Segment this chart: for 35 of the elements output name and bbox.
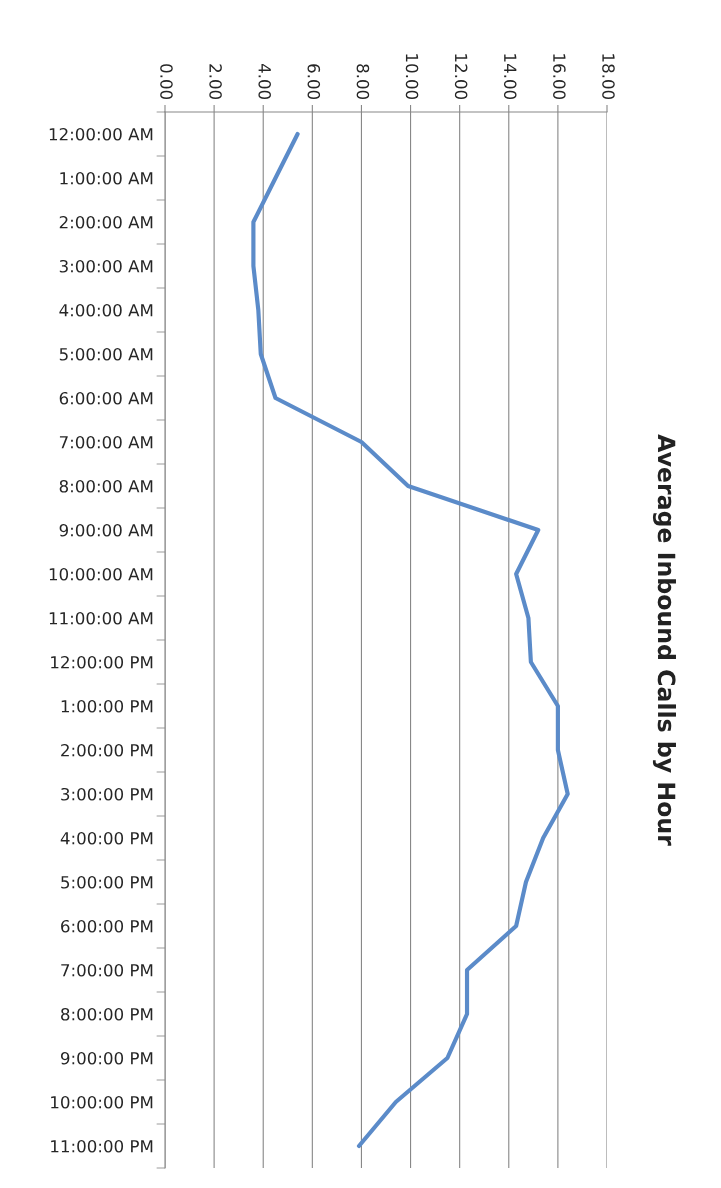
y-tick-label: 10:00:00 AM	[49, 567, 153, 581]
x-tick-label: 10.00	[405, 54, 419, 100]
y-tick-label: 4:00:00 AM	[59, 303, 153, 317]
y-tick-label: 2:00:00 AM	[59, 215, 153, 229]
y-tick-label: 5:00:00 PM	[61, 875, 153, 889]
y-tick-label: 8:00:00 PM	[61, 1007, 153, 1021]
x-tick-label: 2.00	[209, 64, 222, 100]
x-tick-label: 8.00	[356, 64, 370, 100]
y-tick-label: 3:00:00 PM	[61, 787, 153, 801]
y-tick-label: 6:00:00 PM	[61, 919, 153, 933]
y-tick-label: 7:00:00 AM	[59, 435, 153, 449]
y-tick-label: 9:00:00 PM	[60, 1051, 153, 1065]
x-tick-label: 18.00	[602, 54, 615, 100]
y-tick-label: 10:00:00 PM	[51, 1095, 153, 1109]
y-tick-label: 11:00:00 AM	[49, 611, 153, 625]
x-tick-label: 14.00	[503, 54, 517, 100]
y-tick-label: 3:00:00 AM	[59, 259, 153, 273]
x-tick-label: 12.00	[454, 54, 468, 100]
x-tick-label: 16.00	[553, 54, 566, 100]
y-tick-label: 5:00:00 AM	[59, 347, 153, 361]
y-tick-label: 4:00:00 PM	[60, 831, 153, 845]
text: Average Inbound Calls by Hour	[652, 434, 676, 846]
y-tick-label: 2:00:00 PM	[61, 743, 153, 757]
x-tick-label: 6.00	[307, 64, 321, 100]
y-tick-label: 12:00:00 AM	[49, 127, 153, 141]
y-tick-label: 1:00:00 PM	[61, 699, 153, 713]
x-tick-label: 4.00	[258, 63, 271, 100]
y-tick-label: 7:00:00 PM	[61, 963, 153, 977]
y-tick-label: 6:00:00 AM	[59, 391, 153, 405]
y-tick-label: 8:00:00 AM	[59, 479, 153, 493]
y-tick-label: 1:00:00 AM	[60, 171, 153, 185]
x-tick-label: 0.00	[160, 64, 173, 100]
y-tick-label: 9:00:00 AM	[59, 523, 153, 537]
y-tick-label: 11:00:00 PM	[51, 1139, 153, 1153]
y-tick-label: 12:00:00 PM	[51, 655, 153, 669]
